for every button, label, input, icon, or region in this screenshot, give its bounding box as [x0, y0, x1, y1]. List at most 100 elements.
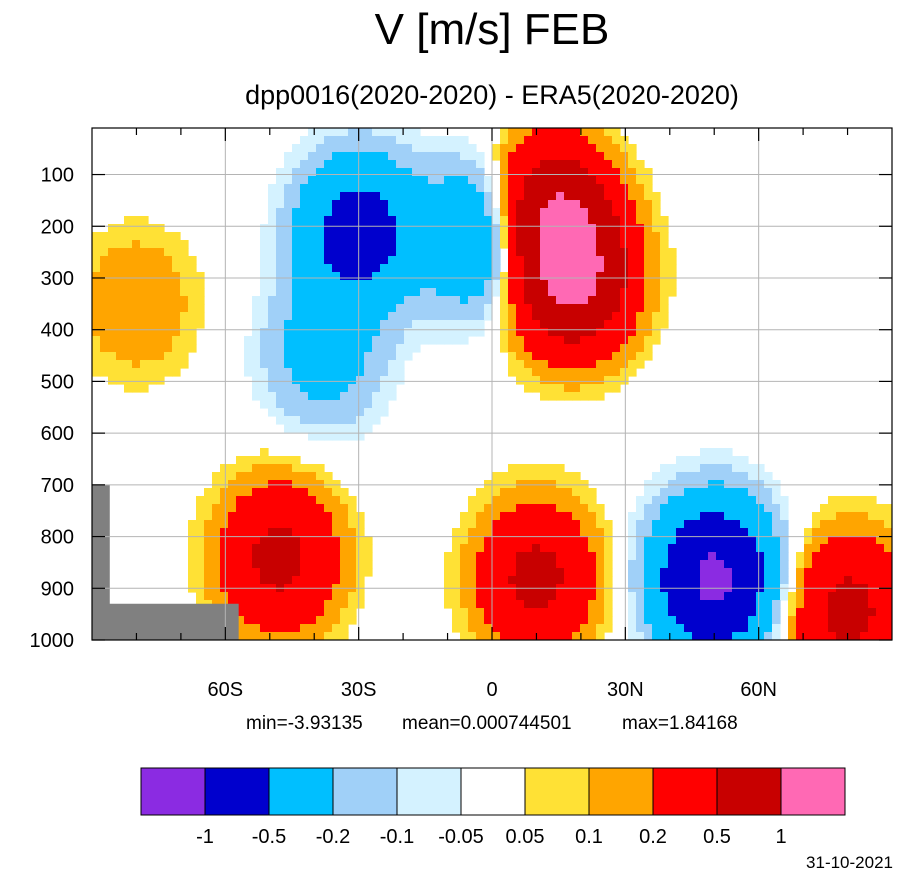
contour-cell — [684, 456, 693, 465]
contour-cell — [564, 504, 573, 513]
contour-cell — [356, 336, 365, 345]
contour-cell — [148, 312, 157, 321]
contour-cell — [500, 512, 509, 521]
contour-cell — [276, 408, 285, 417]
contour-cell — [636, 168, 645, 177]
contour-cell — [804, 544, 813, 553]
contour-cell — [348, 416, 357, 425]
contour-cell — [156, 288, 165, 297]
contour-cell — [116, 368, 125, 377]
contour-cell — [660, 232, 669, 241]
contour-cell — [180, 304, 189, 313]
contour-cell — [308, 552, 317, 561]
contour-cell — [404, 344, 413, 353]
contour-cell — [236, 624, 245, 633]
contour-cell — [756, 488, 765, 497]
contour-cell — [588, 184, 597, 193]
contour-cell — [332, 304, 341, 313]
contour-cell — [492, 248, 501, 257]
contour-cell — [508, 360, 517, 369]
contour-cell — [372, 208, 381, 217]
contour-cell — [468, 160, 477, 169]
contour-cell — [692, 568, 701, 577]
contour-cell — [468, 152, 477, 161]
contour-cell — [228, 496, 237, 505]
contour-cell — [876, 632, 885, 640]
contour-cell — [276, 336, 285, 345]
contour-cell — [276, 224, 285, 233]
contour-cell — [612, 320, 621, 329]
contour-cell — [468, 288, 477, 297]
contour-cell — [196, 576, 205, 585]
contour-cell — [156, 248, 165, 257]
contour-cell — [668, 528, 677, 537]
contour-cell — [596, 600, 605, 609]
contour-cell — [748, 504, 757, 513]
contour-cell — [660, 312, 669, 321]
contour-cell — [564, 344, 573, 353]
contour-cell — [124, 320, 133, 329]
contour-cell — [500, 200, 509, 209]
contour-cell — [460, 248, 469, 257]
contour-cell — [260, 576, 269, 585]
contour-cell — [332, 176, 341, 185]
contour-cell — [316, 224, 325, 233]
contour-cell — [556, 128, 565, 137]
contour-cell — [212, 552, 221, 561]
contour-cell — [820, 560, 829, 569]
contour-cell — [836, 568, 845, 577]
contour-cell — [764, 632, 773, 640]
contour-cell — [652, 488, 661, 497]
contour-cell — [668, 520, 677, 529]
contour-cell — [484, 216, 493, 225]
contour-cell — [124, 216, 133, 225]
contour-cell — [756, 608, 765, 617]
contour-cell — [564, 336, 573, 345]
contour-cell — [508, 312, 517, 321]
contour-cell — [244, 528, 253, 537]
contour-cell — [476, 320, 485, 329]
contour-cell — [604, 136, 613, 145]
contour-cell — [804, 560, 813, 569]
contour-cell — [836, 616, 845, 625]
contour-cell — [652, 240, 661, 249]
contour-cell — [700, 632, 709, 640]
contour-cell — [324, 512, 333, 521]
contour-cell — [500, 496, 509, 505]
contour-cell — [700, 600, 709, 609]
contour-cell — [652, 288, 661, 297]
contour-cell — [548, 168, 557, 177]
contour-cell — [732, 600, 741, 609]
contour-cell — [292, 488, 301, 497]
contour-cell — [644, 304, 653, 313]
contour-cell — [660, 248, 669, 257]
contour-cell — [140, 216, 149, 225]
contour-cell — [348, 592, 357, 601]
contour-cell — [676, 464, 685, 473]
contour-cell — [868, 624, 877, 633]
contour-cell — [364, 360, 373, 369]
contour-cell — [316, 200, 325, 209]
contour-cell — [620, 192, 629, 201]
contour-cell — [532, 208, 541, 217]
contour-cell — [556, 504, 565, 513]
contour-cell — [660, 568, 669, 577]
contour-cell — [692, 624, 701, 633]
contour-cell — [100, 352, 109, 361]
contour-cell — [348, 400, 357, 409]
contour-cell — [396, 184, 405, 193]
contour-cell — [324, 312, 333, 321]
contour-cell — [812, 552, 821, 561]
contour-cell — [252, 600, 261, 609]
contour-cell — [196, 288, 205, 297]
contour-cell — [668, 464, 677, 473]
contour-cell — [196, 544, 205, 553]
contour-cell — [564, 376, 573, 385]
contour-cell — [340, 296, 349, 305]
contour-cell — [788, 632, 797, 640]
contour-cell — [484, 592, 493, 601]
contour-cell — [572, 576, 581, 585]
contour-cell — [716, 512, 725, 521]
contour-cell — [308, 560, 317, 569]
contour-cell — [316, 392, 325, 401]
